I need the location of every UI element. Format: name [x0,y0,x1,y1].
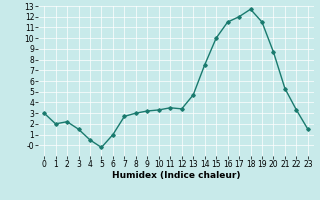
X-axis label: Humidex (Indice chaleur): Humidex (Indice chaleur) [112,171,240,180]
